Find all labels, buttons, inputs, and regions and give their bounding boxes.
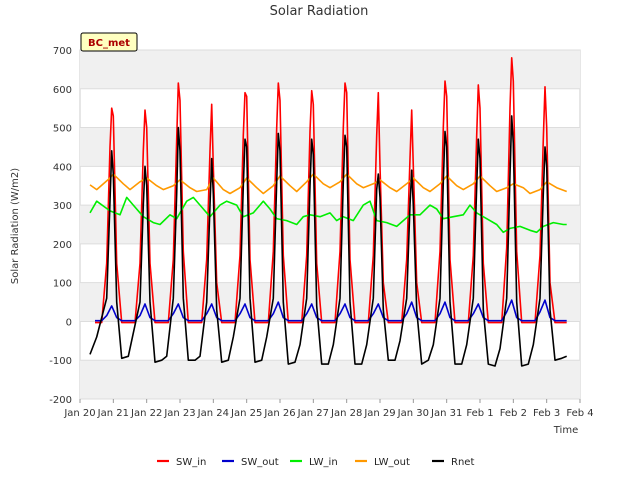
series-line-rnet <box>89 115 567 367</box>
x-tick-label: Jan 21 <box>97 408 129 419</box>
x-tick-label: Feb 1 <box>466 408 493 419</box>
legend: SW_in SW_out LW_in LW_out Rnet <box>157 457 474 468</box>
legend-label: LW_out <box>374 457 410 468</box>
grid-band <box>80 360 580 399</box>
x-tick-label: Jan 29 <box>363 408 395 419</box>
x-tick-label: Feb 2 <box>500 408 527 419</box>
y-tick-label: 400 <box>53 162 72 173</box>
chart-title: Solar Radiation <box>270 4 369 19</box>
legend-label: Rnet <box>451 457 474 468</box>
y-tick-label: 100 <box>53 279 72 290</box>
y-tick-label: 600 <box>53 85 72 96</box>
x-tick-label: Feb 4 <box>566 408 593 419</box>
series-line-lw-out <box>89 173 567 195</box>
x-axis-title: Time <box>553 425 578 436</box>
x-tick-label: Jan 23 <box>163 408 195 419</box>
grid-band <box>80 127 580 167</box>
x-tick-label: Jan 27 <box>297 408 329 419</box>
station-badge-box <box>80 32 138 52</box>
y-axis-title: Solar Radiation (W/m2) <box>10 168 21 284</box>
legend-label: LW_in <box>309 457 338 468</box>
x-tick-label: Jan 20 <box>63 408 95 419</box>
station-label: BC_met <box>88 38 130 49</box>
x-axis-ticks: Jan 20 Jan 21 Jan 22 Jan 23 Jan 24 Jan 25 Jan … <box>63 399 594 419</box>
y-tick-label: 300 <box>53 201 72 212</box>
legend-label: SW_in <box>176 457 206 468</box>
y-tick-label: 700 <box>53 46 72 57</box>
station-badge: BC_met <box>80 32 138 52</box>
series-line-lw-in <box>89 196 567 234</box>
grid-band <box>80 205 580 244</box>
x-tick-label: Jan 22 <box>130 408 162 419</box>
x-tick-label: Jan 26 <box>263 408 295 419</box>
y-tick-label: 0 <box>66 317 72 328</box>
x-tick-label: Jan 30 <box>397 408 429 419</box>
x-tick-label: Jan 31 <box>430 408 462 419</box>
y-tick-label: -200 <box>49 395 72 406</box>
y-tick-label: 200 <box>53 240 72 251</box>
x-tick-label: Jan 24 <box>197 408 229 419</box>
series-line-sw-out <box>95 299 567 322</box>
series-line-sw-in <box>95 56 567 324</box>
legend-label: SW_out <box>241 457 279 468</box>
y-axis-ticks: -200 -100 0 100 200 300 400 500 600 700 <box>49 46 72 406</box>
y-tick-label: 500 <box>53 124 72 135</box>
grid-band <box>80 282 580 322</box>
grid-band <box>80 50 580 89</box>
x-tick-label: Jan 25 <box>230 408 262 419</box>
x-tick-label: Feb 3 <box>533 408 560 419</box>
x-tick-label: Jan 28 <box>330 408 362 419</box>
y-tick-label: -100 <box>49 356 72 367</box>
series-layer <box>89 56 567 367</box>
